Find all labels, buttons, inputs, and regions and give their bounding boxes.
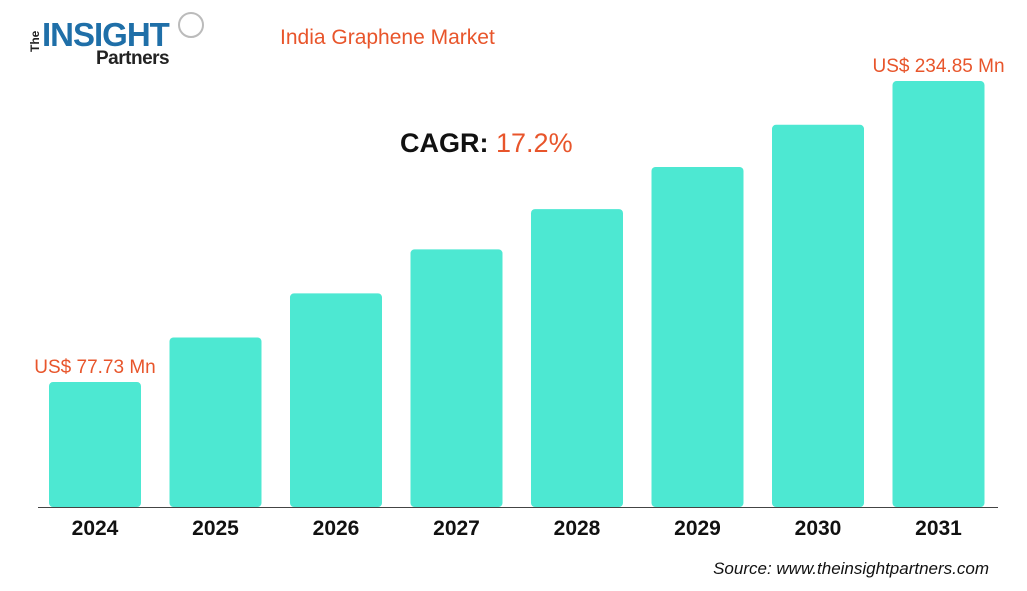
cagr-label: CAGR: [400,128,489,158]
x-tick-label: 2024 [72,517,119,540]
data-label: US$ 234.85 Mn [872,56,1004,77]
bar-2031 [892,81,985,508]
x-tick-label: 2031 [915,517,962,540]
chart-title: India Graphene Market [280,26,495,49]
source: Source: www.theinsightpartners.com [713,559,989,578]
x-tick-label: 2025 [192,517,239,540]
logo: The INSIGHT Partners [28,12,204,72]
cagr-value: 17.2% [496,128,573,158]
logo-partners: Partners [96,48,170,69]
magnifier-icon [178,12,204,38]
bar-2027 [410,249,503,508]
bar-2026 [290,293,382,507]
bar-2024 [49,382,141,507]
cagr: CAGR: 17.2% [400,128,573,159]
x-tick-label: 2030 [795,517,842,540]
x-tick-label: 2026 [313,517,360,540]
x-tick-label: 2027 [433,517,480,540]
bar-2029 [651,166,744,507]
data-label: US$ 77.73 Mn [34,357,155,378]
x-tick-label: 2029 [674,517,721,540]
bar-2025 [169,337,262,507]
bar-2030 [772,124,864,508]
bar-2028 [531,209,623,508]
logo-insight: INSIGHT [42,16,170,53]
x-tick-label: 2028 [554,517,601,540]
